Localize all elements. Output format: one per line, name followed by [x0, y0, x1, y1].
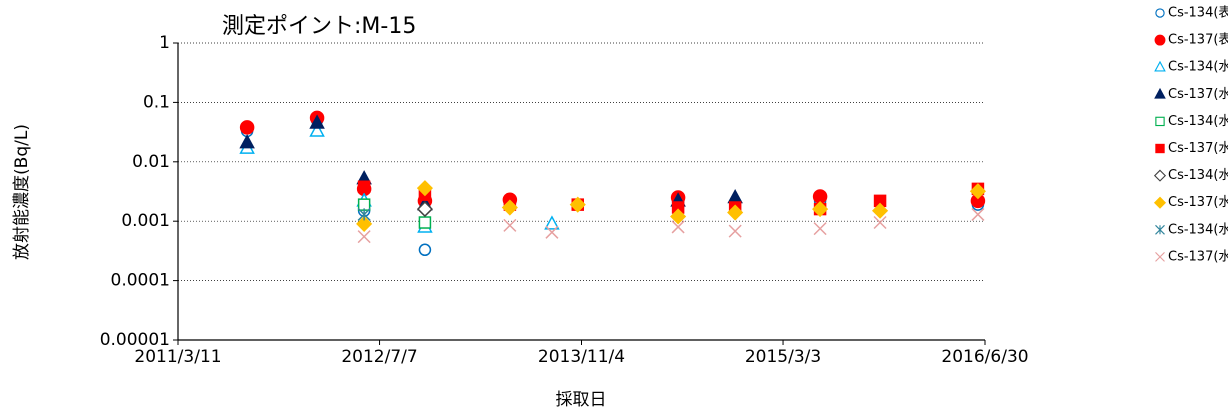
x-tick-label: 2013/11/4	[538, 347, 625, 367]
x-tick-label: 2011/3/11	[134, 347, 221, 367]
legend-marker	[1155, 116, 1165, 127]
data-point	[727, 188, 743, 204]
legend-marker	[1154, 60, 1166, 72]
legend-label: Cs-134(水深100m)	[1168, 60, 1228, 75]
y-tick-label: 1	[159, 33, 170, 53]
legend-marker	[1155, 143, 1165, 154]
data-point	[416, 180, 433, 197]
data-point	[569, 196, 586, 213]
data-point	[813, 222, 827, 236]
legend-marker	[1155, 8, 1165, 18]
data-point	[309, 114, 325, 129]
data-point	[971, 207, 985, 221]
data-point	[357, 180, 371, 194]
x-tick-label: 2016/6/30	[941, 347, 1028, 367]
y-tick-label: 0.00001	[100, 330, 170, 350]
legend-marker	[1155, 224, 1165, 235]
data-point	[728, 224, 742, 238]
legend-marker	[1155, 252, 1165, 262]
legend-label: Cs-137(表層)	[1168, 33, 1228, 48]
data-point	[357, 230, 371, 244]
x-tick-label: 2015/3/3	[745, 347, 821, 367]
legend-label: Cs-137(水深100m)	[1168, 87, 1228, 102]
chart-title: 測定ポイント:M-15	[222, 14, 416, 39]
legend-marker	[1153, 169, 1167, 182]
legend-marker	[1153, 196, 1167, 209]
legend-label: Cs-137(水深300m)	[1168, 195, 1228, 210]
y-tick-label: 0.1	[143, 92, 170, 112]
data-point	[501, 199, 518, 216]
legend-label: Cs-134(水深500m)	[1168, 222, 1228, 237]
data-point	[503, 218, 517, 232]
data-point	[356, 215, 373, 232]
legend-label: Cs-134(水深200m)	[1168, 114, 1228, 129]
data-point	[357, 207, 371, 221]
data-point	[873, 215, 887, 230]
data-point	[727, 204, 744, 221]
data-point	[545, 225, 559, 239]
y-tick-label: 0.01	[132, 152, 170, 172]
legend-label: Cs-134(表層)	[1168, 6, 1228, 21]
data-point	[812, 201, 829, 218]
data-point	[872, 202, 889, 219]
legend-label: Cs-137(水深500m)	[1168, 249, 1228, 264]
data-point	[418, 216, 432, 229]
data-point	[309, 122, 325, 137]
data-point	[670, 208, 687, 225]
data-point	[544, 215, 560, 230]
data-point	[416, 201, 433, 218]
legend-label: Cs-137(水深200m)	[1168, 141, 1228, 156]
y-tick-label: 0.001	[121, 211, 170, 231]
data-point	[239, 134, 255, 149]
legend-marker	[1154, 87, 1166, 99]
data-point	[418, 243, 432, 257]
data-point	[671, 220, 685, 234]
x-axis-label: 採取日	[556, 390, 607, 410]
legend-label: Cs-134(水深300m)	[1168, 168, 1228, 183]
legend-marker	[1154, 34, 1166, 46]
y-tick-label: 0.0001	[111, 271, 170, 291]
x-tick-label: 2012/7/7	[341, 347, 417, 367]
data-point	[969, 183, 986, 200]
data-point	[239, 120, 255, 135]
y-axis-label: 放射能濃度(Bq/L)	[12, 124, 32, 260]
